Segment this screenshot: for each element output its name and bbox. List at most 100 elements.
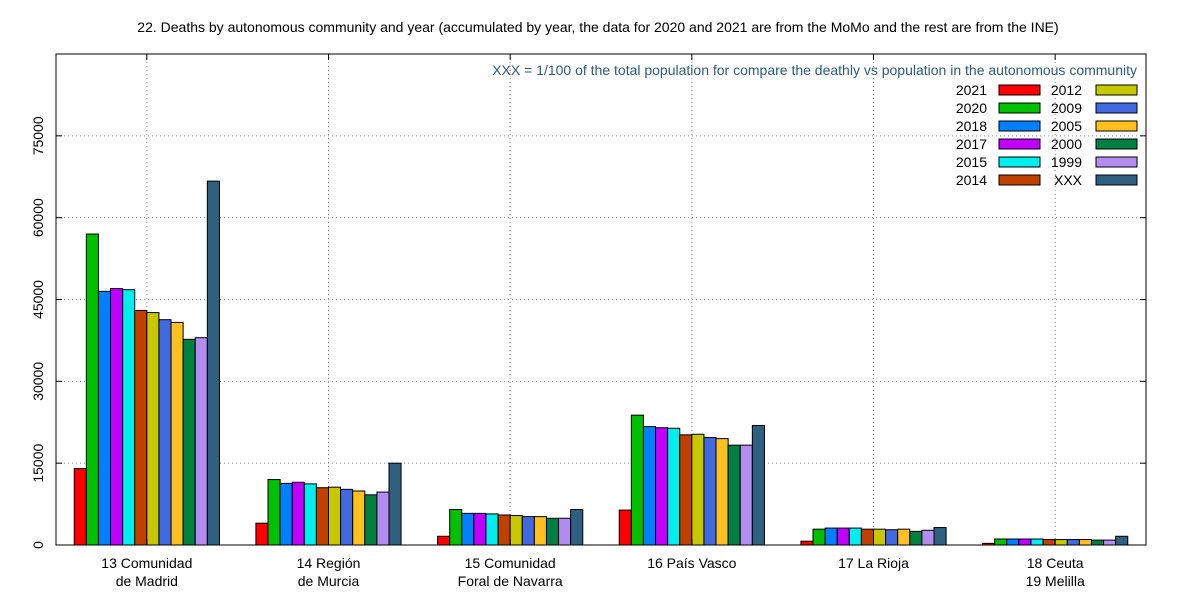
legend-swatch-2014 xyxy=(998,174,1041,186)
legend-label-2018: 2018 xyxy=(956,118,987,134)
bar-2012-1 xyxy=(328,486,342,546)
legend-label-2000: 2000 xyxy=(1051,136,1082,152)
bar-2000-4 xyxy=(909,530,923,546)
grid-lines xyxy=(56,54,1146,545)
bar-2009-2 xyxy=(521,516,535,546)
bar-2009-4 xyxy=(885,529,899,546)
legend: 2021 2020 2018 2017 2015 2014 2012 2009 2005 2000… xyxy=(956,82,1138,188)
legend-swatch-2000 xyxy=(1095,138,1138,150)
legend-swatch-2005 xyxy=(1095,120,1138,132)
legend-label-2021: 2021 xyxy=(956,82,987,98)
legend-swatch-2018 xyxy=(998,120,1041,132)
bar-2012-2 xyxy=(509,515,523,546)
legend-swatch-2017 xyxy=(998,138,1041,150)
bar-2017-1 xyxy=(291,481,305,546)
bar-1999-4 xyxy=(921,529,935,546)
bar-2020-2 xyxy=(449,509,463,546)
bar-2021-1 xyxy=(255,522,269,546)
legend-swatch-2015 xyxy=(998,156,1041,168)
bar-2015-1 xyxy=(303,483,317,546)
bar-2020-1 xyxy=(267,479,281,546)
x-axis: 13 Comunidad de Madrid 14 Región de Murcia 1… xyxy=(101,54,1085,589)
legend-label-2020: 2020 xyxy=(956,100,987,116)
bar-2005-4 xyxy=(897,528,911,546)
bar-2018-3 xyxy=(642,426,657,546)
legend-label-2005: 2005 xyxy=(1051,118,1082,134)
x-tick-label: 16 País Vasco xyxy=(647,555,736,571)
bar-2014-2 xyxy=(497,514,511,546)
bar-XXX-4 xyxy=(933,527,947,546)
bar-2018-4 xyxy=(824,527,838,546)
chart-annotation: XXX = 1/100 of the total population for … xyxy=(492,62,1137,78)
y-tick-label: 60000 xyxy=(30,198,46,237)
bar-2015-5 xyxy=(1030,538,1044,546)
y-tick-label: 0 xyxy=(30,541,46,549)
bar-2015-4 xyxy=(848,527,862,546)
bar-2021-2 xyxy=(437,535,451,546)
bar-2018-2 xyxy=(461,512,475,546)
bar-2020-4 xyxy=(812,528,826,546)
bar-2012-5 xyxy=(1054,539,1068,546)
bar-2000-3 xyxy=(727,444,741,546)
bar-2014-3 xyxy=(679,434,693,546)
bar-2000-5 xyxy=(1090,539,1105,546)
bar-2017-2 xyxy=(473,512,487,546)
bar-2020-5 xyxy=(994,538,1008,546)
legend-label-1999: 1999 xyxy=(1051,154,1082,170)
bar-2005-5 xyxy=(1078,539,1092,546)
y-axis: 0 15000 30000 45000 60000 75000 xyxy=(30,116,1146,549)
x-tick-label: 15 Comunidad Foral de Navarra xyxy=(458,555,563,589)
x-tick-label: 13 Comunidad de Madrid xyxy=(101,555,192,589)
bar-1999-3 xyxy=(739,444,753,546)
bar-2018-5 xyxy=(1006,538,1020,546)
x-tick-label: 18 Ceuta 19 Melilla xyxy=(1026,555,1085,589)
bar-2014-0 xyxy=(134,309,148,546)
bar-2000-0 xyxy=(182,338,196,546)
legend-swatch-2012 xyxy=(1095,84,1138,96)
bar-2018-1 xyxy=(279,482,293,546)
chart-title: 22. Deaths by autonomous community and y… xyxy=(137,19,1058,35)
legend-label-2014: 2014 xyxy=(956,172,987,188)
bar-2015-2 xyxy=(485,513,499,546)
bar-1999-0 xyxy=(194,337,208,546)
bar-1999-2 xyxy=(558,517,572,546)
legend-label-2017: 2017 xyxy=(956,136,987,152)
bar-2009-3 xyxy=(703,437,717,546)
bar-1999-5 xyxy=(1103,539,1117,546)
bar-2009-5 xyxy=(1066,539,1080,546)
bar-2005-2 xyxy=(533,516,547,546)
bar-2014-5 xyxy=(1042,539,1056,546)
legend-label-2009: 2009 xyxy=(1051,100,1082,116)
y-tick-label: 30000 xyxy=(30,362,46,401)
legend-label-2015: 2015 xyxy=(956,154,987,170)
bar-2012-0 xyxy=(146,312,160,546)
bar-2012-4 xyxy=(873,528,887,546)
bar-2021-0 xyxy=(73,468,87,546)
bar-2014-1 xyxy=(315,487,329,546)
bar-2017-5 xyxy=(1018,538,1032,546)
bar-2009-0 xyxy=(158,319,172,546)
legend-label-XXX: XXX xyxy=(1054,172,1083,188)
bar-2017-0 xyxy=(110,288,124,546)
bar-2020-3 xyxy=(630,414,644,546)
bar-2014-4 xyxy=(860,528,875,546)
bar-1999-1 xyxy=(376,491,390,546)
y-tick-label: 15000 xyxy=(30,443,46,482)
legend-swatch-2021 xyxy=(998,84,1041,96)
legend-swatch-1999 xyxy=(1095,156,1138,168)
bar-2009-1 xyxy=(340,488,354,546)
bar-2021-4 xyxy=(800,540,814,546)
bar-2015-3 xyxy=(667,427,681,546)
bar-2000-1 xyxy=(364,494,378,546)
bar-2017-3 xyxy=(655,427,669,546)
x-tick-label: 17 La Rioja xyxy=(838,555,909,571)
y-tick-label: 45000 xyxy=(30,280,46,319)
bars xyxy=(73,180,1129,546)
y-tick-label: 75000 xyxy=(30,116,46,155)
bar-2012-3 xyxy=(691,433,705,546)
bar-2015-0 xyxy=(122,289,136,546)
bar-XXX-3 xyxy=(751,425,765,546)
bar-XXX-0 xyxy=(206,180,220,546)
